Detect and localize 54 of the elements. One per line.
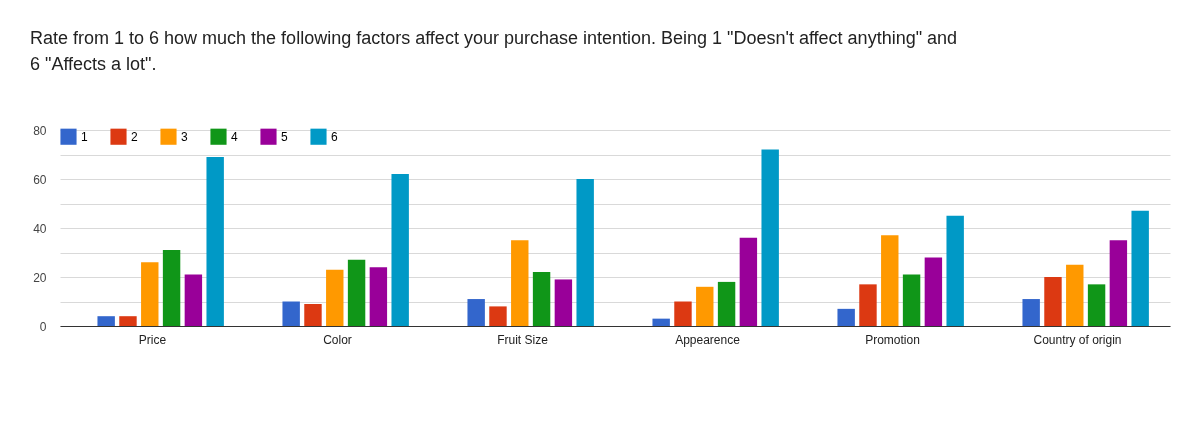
bar [924,257,943,326]
bar [859,284,877,326]
bar [739,237,758,326]
bar [162,250,181,326]
bar [489,306,507,326]
bar [119,316,137,326]
bar [369,267,388,326]
legend-label: 5 [281,129,288,144]
bar [282,301,300,326]
bar [696,286,714,326]
x-tick-label: Appearence [675,332,741,347]
bar [467,299,485,326]
bar [837,308,855,326]
legend-label: 2 [131,129,138,144]
bar [1022,299,1040,326]
bar [206,156,224,326]
x-tick-label: Country of origin [1033,332,1122,347]
bar [347,259,366,326]
bar [946,215,964,326]
bar [532,272,551,326]
bar [1087,284,1106,326]
bar [717,281,736,326]
y-tick-label: 0 [39,319,47,334]
bar [304,303,322,326]
bar [761,149,779,326]
bar [1066,264,1084,326]
bar [1131,210,1149,326]
bar [1044,277,1062,326]
bar [511,240,529,326]
bar [326,269,344,326]
legend-label: 3 [181,129,188,144]
legend-label: 1 [81,129,88,144]
x-tick-label: Price [138,332,167,347]
bar [1109,240,1128,326]
x-tick-label: Promotion [865,332,920,347]
bar [184,274,203,326]
bar [902,274,921,326]
legend-label: 6 [331,129,338,144]
y-tick-label: 60 [33,172,47,187]
bar [881,235,899,326]
legend-label: 4 [231,129,238,144]
y-tick-label: 40 [33,221,47,236]
bar [141,262,159,326]
bar [674,301,692,326]
y-tick-label: 80 [33,123,47,138]
bar [391,174,409,326]
bar [652,318,670,326]
bar [576,179,594,326]
x-tick-label: Color [323,332,352,347]
y-tick-label: 20 [33,270,47,285]
bar [554,279,573,326]
x-tick-label: Fruit Size [497,332,549,347]
bar [97,316,115,326]
chart-title: Rate from 1 to 6 how much the following factors affect your purchase intention. Being 1 "Doesn't affect anything" and 6 "Affects a lot". [30,28,958,74]
